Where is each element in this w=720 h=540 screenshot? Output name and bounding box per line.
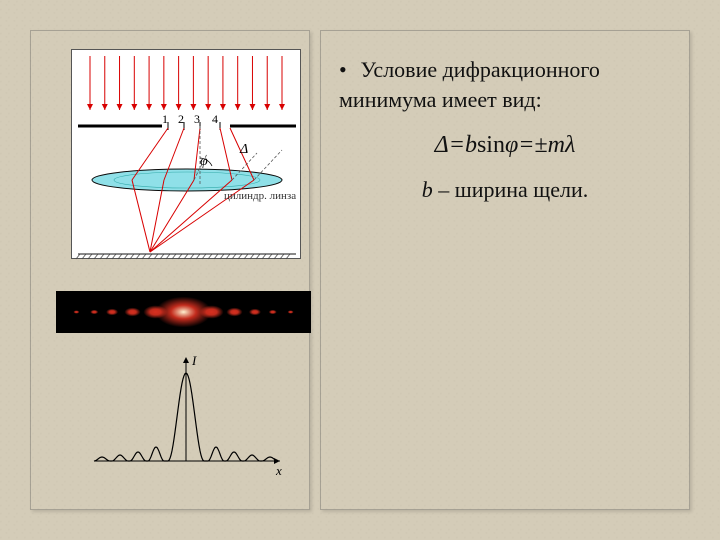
f-eq1: = (449, 132, 465, 158)
slit-zone-4: 4 (212, 112, 218, 127)
formula: Δ=bsinφ=±mλ (339, 132, 671, 159)
phi-symbol: φ (200, 154, 208, 170)
slit-zone-3: 3 (194, 112, 200, 127)
f-lambda: λ (565, 132, 575, 158)
f-phi: φ (505, 132, 518, 158)
caption: b – ширина щели. (339, 177, 671, 203)
svg-text:x: x (275, 463, 282, 478)
delta-symbol: Δ (240, 142, 248, 158)
lens-label: цилиндр. линза (224, 190, 296, 202)
slit-lens-svg (72, 50, 302, 260)
f-eq2: = (518, 132, 534, 158)
f-sin: sin (477, 132, 505, 158)
caption-b: b (422, 177, 433, 202)
svg-text:I: I (191, 353, 197, 368)
diffraction-photo-svg (56, 291, 311, 333)
diffraction-photo (56, 291, 311, 333)
f-pm: ± (534, 132, 547, 158)
slit-lens-diagram: 1 2 3 4 Δ φ цилиндр. линза (71, 49, 301, 259)
bullet-text: • Условие дифракционного минимума имеет … (339, 55, 671, 114)
f-m: m (548, 132, 565, 158)
f-b: b (465, 132, 477, 158)
f-delta: Δ (435, 132, 449, 158)
slit-zone-2: 2 (178, 112, 184, 127)
left-panel: 1 2 3 4 Δ φ цилиндр. линза Ix (30, 30, 310, 510)
caption-rest: – ширина щели. (433, 177, 588, 202)
right-panel: • Условие дифракционного минимума имеет … (320, 30, 690, 510)
intensity-plot: Ix (86, 349, 286, 479)
bullet-dot: • (339, 55, 355, 85)
slit-zone-1: 1 (162, 112, 168, 127)
condition-text: Условие дифракционного минимума имеет ви… (339, 57, 600, 112)
intensity-plot-svg: Ix (86, 349, 286, 479)
